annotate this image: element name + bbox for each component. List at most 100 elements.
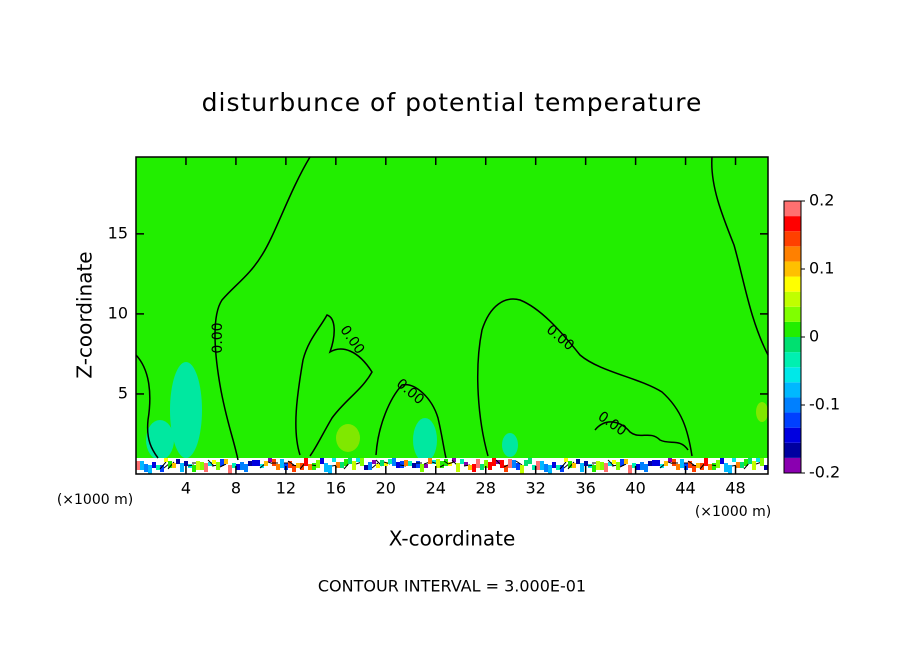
surface-cell bbox=[564, 458, 568, 462]
surface-cell bbox=[568, 461, 572, 468]
surface-cell bbox=[148, 465, 152, 474]
colorbar-swatch bbox=[784, 261, 801, 277]
colorbar-swatch bbox=[784, 367, 801, 383]
contour-line bbox=[214, 156, 311, 461]
surface-cell bbox=[228, 465, 232, 474]
surface-cell bbox=[420, 464, 424, 472]
surface-cell bbox=[664, 461, 668, 466]
surface-cell bbox=[308, 464, 312, 470]
surface-cell bbox=[500, 460, 504, 468]
colorbar-swatch bbox=[784, 276, 801, 292]
colorbar-swatch bbox=[784, 246, 801, 262]
surface-cell bbox=[264, 461, 268, 466]
surface-cell bbox=[152, 462, 156, 468]
surface-cell bbox=[656, 460, 660, 466]
surface-cell bbox=[736, 462, 740, 468]
surface-cell bbox=[648, 461, 652, 466]
field-region bbox=[756, 402, 768, 422]
x-tick-label: 16 bbox=[326, 479, 346, 498]
surface-cell bbox=[704, 458, 708, 466]
surface-cell bbox=[164, 458, 168, 462]
x-tick-label: 44 bbox=[675, 479, 695, 498]
colorbar-swatch bbox=[784, 397, 801, 413]
surface-cell bbox=[624, 459, 628, 464]
surface-cell bbox=[696, 463, 700, 468]
surface-cell bbox=[512, 460, 516, 468]
surface-cell bbox=[724, 463, 728, 472]
surface-contour bbox=[287, 460, 295, 466]
colorbar-tick-label: -0.2 bbox=[809, 463, 840, 482]
colorbar-swatch bbox=[784, 382, 801, 398]
surface-contour bbox=[447, 461, 455, 465]
surface-cell bbox=[676, 464, 680, 470]
y-tick-label: 15 bbox=[108, 223, 128, 242]
surface-cell bbox=[612, 460, 616, 464]
colorbar-swatch bbox=[784, 231, 801, 247]
x-tick-label: 12 bbox=[276, 479, 296, 498]
surface-cell bbox=[556, 465, 560, 470]
surface-contour bbox=[687, 460, 695, 466]
colorbar-swatch bbox=[784, 321, 801, 337]
surface-cell bbox=[368, 462, 372, 470]
surface-cell bbox=[192, 465, 196, 472]
surface-cell bbox=[292, 465, 296, 472]
plot-frame bbox=[135, 156, 769, 475]
surface-cell bbox=[452, 458, 456, 462]
surface-cell bbox=[348, 458, 352, 464]
surface-cell bbox=[476, 459, 480, 468]
surface-cell bbox=[156, 465, 160, 470]
chart-title: disturbunce of potential temperature bbox=[202, 88, 703, 117]
x-tick-label: 48 bbox=[725, 479, 745, 498]
surface-cell bbox=[428, 458, 432, 464]
surface-cell bbox=[760, 458, 764, 466]
surface-cell bbox=[652, 460, 656, 466]
surface-cell bbox=[524, 460, 528, 466]
surface-cell bbox=[448, 462, 452, 466]
surface-cell bbox=[544, 464, 548, 472]
surface-cell bbox=[740, 462, 744, 468]
surface-cell bbox=[604, 463, 608, 472]
surface-cell bbox=[492, 458, 496, 466]
colorbar-tick-label: 0.2 bbox=[809, 191, 834, 210]
surface-cell bbox=[708, 464, 712, 470]
surface-cell bbox=[468, 465, 472, 470]
surface-cell bbox=[232, 463, 236, 468]
surface-cell bbox=[196, 461, 200, 470]
contour-label: 0.00 bbox=[210, 322, 226, 353]
surface-cell bbox=[408, 461, 412, 466]
surface-cell bbox=[388, 459, 392, 464]
surface-cell bbox=[404, 460, 408, 466]
surface-cell bbox=[668, 458, 672, 462]
contour-line bbox=[375, 383, 447, 459]
surface-cell bbox=[600, 462, 604, 470]
surface-cell bbox=[620, 459, 624, 466]
surface-cell bbox=[528, 458, 532, 464]
surface-cell bbox=[592, 465, 596, 472]
surface-cell bbox=[140, 461, 144, 470]
surface-cell bbox=[384, 462, 388, 466]
x-unit-label: (×1000 m) bbox=[57, 492, 133, 508]
surface-noise bbox=[136, 458, 768, 474]
surface-cell bbox=[200, 462, 204, 470]
surface-cell bbox=[628, 465, 632, 474]
surface-cell bbox=[136, 461, 140, 470]
field-background bbox=[136, 157, 768, 474]
surface-cell bbox=[276, 464, 280, 470]
surface-cell bbox=[208, 462, 212, 466]
x-tick-label: 24 bbox=[426, 479, 446, 498]
surface-cell bbox=[392, 458, 396, 466]
y-tick-label: 10 bbox=[108, 303, 128, 322]
colorbar-swatch bbox=[784, 201, 801, 217]
x-unit-label: (×1000 m) bbox=[695, 504, 771, 520]
surface-cell bbox=[560, 465, 564, 472]
surface-cell bbox=[256, 460, 260, 466]
surface-cell bbox=[720, 458, 724, 464]
colorbar-swatch bbox=[784, 457, 801, 473]
surface-cell bbox=[184, 461, 188, 466]
surface-cell bbox=[752, 461, 756, 470]
surface-contour bbox=[159, 461, 167, 470]
contour-line bbox=[135, 354, 159, 459]
surface-cell bbox=[540, 461, 544, 470]
surface-cell bbox=[532, 465, 536, 470]
surface-cell bbox=[312, 463, 316, 470]
